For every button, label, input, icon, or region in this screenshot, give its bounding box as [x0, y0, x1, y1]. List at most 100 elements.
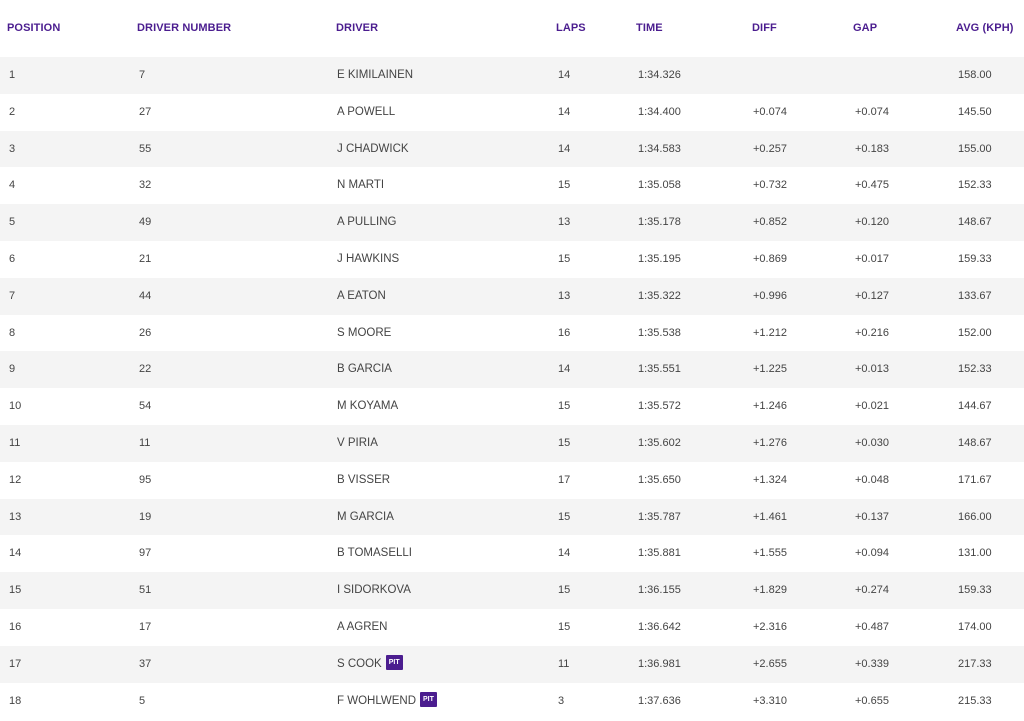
cell-driver-number: 49 — [139, 216, 152, 229]
cell-avg-kph: 166.00 — [958, 510, 992, 523]
cell-diff: +0.257 — [753, 142, 787, 155]
cell-driver[interactable]: S MOORE — [337, 315, 391, 352]
cell-time: 1:35.195 — [638, 252, 681, 265]
driver-name: S MOORE — [337, 326, 392, 339]
cell-gap: +0.216 — [855, 326, 889, 339]
driver-name: B VISSER — [337, 473, 391, 486]
cell-diff: +0.996 — [753, 289, 787, 302]
cell-laps: 3 — [558, 694, 565, 707]
cell-driver-number: 11 — [139, 436, 151, 449]
header-position[interactable]: POSITION — [7, 22, 61, 34]
cell-avg-kph: 145.50 — [958, 105, 992, 118]
cell-driver[interactable]: M GARCIA — [337, 499, 394, 536]
table-row: 12 95 B VISSER 17 1:35.650 +1.324 +0.048 171.67 — [0, 462, 1024, 499]
cell-driver[interactable]: A EATON — [337, 278, 386, 315]
cell-laps: 15 — [558, 179, 571, 192]
cell-avg-kph: 159.33 — [958, 584, 992, 597]
table-row: 10 54 M KOYAMA 15 1:35.572 +1.246 +0.021 144.67 — [0, 388, 1024, 425]
cell-avg-kph: 171.67 — [958, 473, 992, 486]
header-driver[interactable]: DRIVER — [336, 22, 379, 34]
header-time[interactable]: TIME — [636, 22, 663, 34]
cell-time: 1:37.636 — [638, 694, 681, 707]
cell-position: 14 — [9, 547, 22, 560]
table-row: 5 49 A PULLING 13 1:35.178 +0.852 +0.120 148.67 — [0, 204, 1024, 241]
cell-time: 1:34.326 — [638, 69, 681, 81]
cell-driver-number: 22 — [139, 363, 152, 376]
cell-diff: +0.074 — [753, 105, 787, 118]
cell-gap: +0.137 — [855, 510, 889, 523]
cell-diff: +0.732 — [753, 179, 787, 192]
cell-driver[interactable]: B GARCIA — [337, 351, 392, 388]
cell-laps: 14 — [558, 69, 571, 81]
cell-laps: 14 — [558, 547, 571, 560]
cell-driver-number: 5 — [139, 694, 146, 707]
pit-badge: PIT — [420, 692, 437, 708]
cell-laps: 16 — [558, 326, 571, 339]
cell-avg-kph: 144.67 — [958, 400, 992, 413]
cell-position: 5 — [9, 216, 16, 229]
cell-position: 4 — [9, 179, 16, 192]
cell-gap: +0.487 — [855, 620, 889, 633]
cell-time: 1:35.602 — [638, 436, 681, 449]
cell-driver[interactable]: B VISSER — [337, 462, 390, 499]
cell-driver[interactable]: A PULLING — [337, 204, 396, 241]
cell-diff: +1.461 — [753, 510, 787, 523]
cell-driver[interactable]: S COOK PIT — [337, 646, 403, 683]
driver-name: M KOYAMA — [337, 400, 399, 413]
cell-driver[interactable]: B TOMASELLI — [337, 535, 412, 572]
header-gap[interactable]: GAP — [853, 22, 878, 34]
header-avg-kph[interactable]: AVG (KPH) — [956, 22, 1014, 34]
cell-diff: +1.212 — [753, 326, 787, 339]
table-row: 15 51 I SIDORKOVA 15 1:36.155 +1.829 +0.274 159… — [0, 572, 1024, 609]
header-laps[interactable]: LAPS — [556, 22, 586, 34]
cell-driver[interactable]: I SIDORKOVA — [337, 572, 411, 609]
cell-time: 1:36.155 — [638, 584, 681, 597]
driver-name: B GARCIA — [337, 363, 392, 376]
cell-avg-kph: 148.67 — [958, 436, 992, 449]
cell-driver-number: 26 — [139, 326, 152, 339]
cell-time: 1:36.642 — [638, 620, 681, 633]
cell-position: 3 — [9, 142, 16, 155]
cell-driver[interactable]: E KIMILAINEN — [337, 57, 413, 94]
cell-time: 1:35.178 — [638, 216, 681, 229]
cell-diff: +1.324 — [753, 473, 787, 486]
cell-gap: +0.013 — [855, 363, 889, 376]
cell-driver-number: 37 — [139, 657, 152, 670]
cell-laps: 14 — [558, 363, 571, 376]
cell-driver[interactable]: J HAWKINS — [337, 241, 399, 278]
cell-time: 1:35.538 — [638, 326, 681, 339]
table-row: 17 37 S COOK PIT 11 1:36.981 +2.655 +0.339 217.3… — [0, 645, 1024, 683]
cell-avg-kph: 152.33 — [958, 363, 992, 376]
driver-name: M GARCIA — [337, 510, 394, 523]
driver-name: E KIMILAINEN — [337, 69, 414, 81]
cell-gap: +0.127 — [855, 289, 889, 302]
table-row: 18 5 F WOHLWEND PIT 3 1:37.636 +3.310 +0.655 215… — [0, 683, 1024, 720]
cell-laps: 15 — [558, 584, 571, 597]
cell-diff: +2.316 — [753, 620, 787, 633]
cell-laps: 14 — [558, 142, 571, 155]
cell-driver[interactable]: A POWELL — [337, 94, 395, 131]
table-row: 8 26 S MOORE 16 1:35.538 +1.212 +0.216 152.00 — [0, 315, 1024, 352]
cell-diff: +2.655 — [753, 657, 787, 670]
cell-driver[interactable]: N MARTI — [337, 167, 384, 204]
header-diff[interactable]: DIFF — [752, 22, 777, 34]
cell-driver[interactable]: V PIRIA — [337, 425, 378, 462]
cell-avg-kph: 217.33 — [958, 657, 992, 670]
cell-driver[interactable]: F WOHLWEND PIT — [337, 683, 437, 720]
cell-driver[interactable]: A AGREN — [337, 609, 388, 646]
cell-driver[interactable]: J CHADWICK — [337, 131, 409, 168]
cell-position: 16 — [9, 620, 22, 633]
cell-gap: +0.274 — [855, 584, 889, 597]
driver-name: J CHADWICK — [337, 142, 409, 155]
cell-driver-number: 95 — [139, 473, 152, 486]
cell-diff: +3.310 — [753, 694, 787, 707]
driver-name: B TOMASELLI — [337, 547, 412, 560]
cell-time: 1:35.058 — [638, 179, 681, 192]
cell-driver[interactable]: M KOYAMA — [337, 388, 398, 425]
cell-gap: +0.183 — [855, 142, 889, 155]
cell-position: 12 — [9, 473, 22, 486]
cell-avg-kph: 215.33 — [958, 694, 992, 707]
table-row: 9 22 B GARCIA 14 1:35.551 +1.225 +0.013 152.33 — [0, 351, 1024, 389]
header-driver-number[interactable]: DRIVER NUMBER — [137, 22, 232, 34]
cell-gap: +0.094 — [855, 547, 889, 560]
